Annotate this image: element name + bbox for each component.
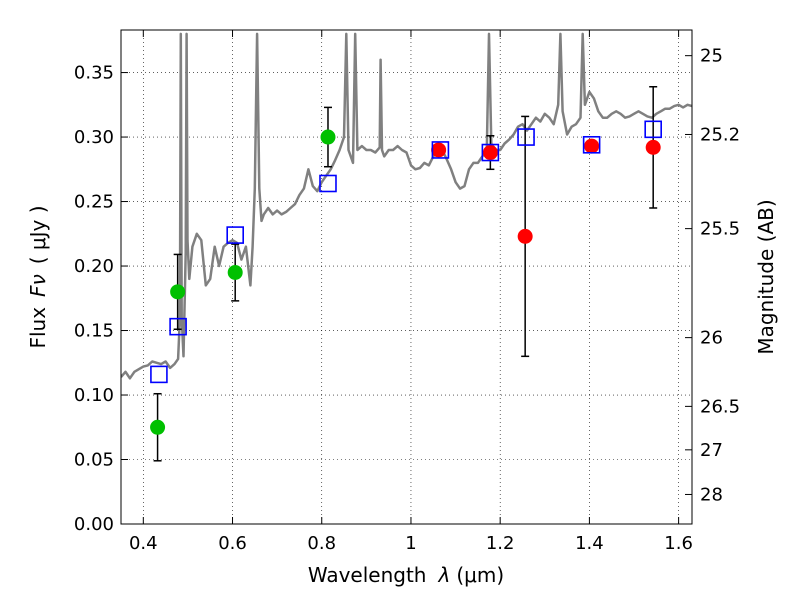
- data-point: [584, 138, 600, 154]
- y-tick-label: 0.20: [74, 256, 114, 277]
- x-tick-label: 0.4: [129, 533, 158, 554]
- y-tick-label: 0.05: [74, 450, 114, 471]
- spectrum-line: [121, 32, 692, 380]
- model-square: [150, 365, 168, 384]
- y-axis-label: FluxFν( μJy ): [26, 205, 50, 348]
- x-tick-label: 1.4: [575, 533, 604, 554]
- right-tick-label: 26.5: [700, 396, 740, 417]
- model-square: [481, 143, 500, 162]
- x-tick-label: 1.2: [486, 533, 515, 554]
- y-tick-label: 0.10: [74, 385, 114, 406]
- x-axis-label: Wavelength λ (μm): [308, 563, 504, 587]
- data-point: [320, 129, 336, 145]
- right-tick-label: 25.2: [700, 124, 740, 145]
- right-tick-label: 25.5: [700, 219, 740, 240]
- y-tick-label: 0.00: [74, 514, 114, 535]
- data-point: [482, 145, 498, 161]
- plot-frame: [120, 29, 693, 525]
- right-axis-label: Magnitude (AB): [754, 199, 778, 354]
- x-tick-label: 1: [405, 533, 416, 554]
- right-tick-label: 27: [700, 440, 723, 461]
- data-point: [170, 284, 186, 300]
- right-tick-label: 25: [700, 46, 723, 67]
- y-tick-label: 0.15: [74, 321, 114, 342]
- data-point: [517, 228, 533, 244]
- right-tick-label: 26: [700, 328, 723, 349]
- data-point: [431, 142, 447, 158]
- ticks: 0.4 0.6 0.8 1 1.2 1.4 1.6 0.00 0.05 0.10 0.15 0.20 0…: [74, 30, 740, 554]
- x-tick-label: 1.6: [664, 533, 693, 554]
- model-square: [226, 226, 244, 244]
- right-tick-label: 28: [700, 484, 723, 505]
- y-tick-label: 0.35: [74, 63, 114, 84]
- model-square: [582, 135, 601, 154]
- data-point: [227, 264, 243, 280]
- x-tick-label: 0.8: [307, 533, 336, 554]
- model-square: [517, 128, 535, 146]
- spectrum-layer: [121, 32, 692, 380]
- model-square: [431, 141, 450, 159]
- model-square: [319, 174, 337, 193]
- grid: [121, 30, 692, 525]
- model-square: [644, 120, 662, 139]
- x-tick-label: 0.6: [218, 533, 247, 554]
- model-square: [169, 317, 187, 336]
- marker-layer: [150, 86, 662, 462]
- data-point: [645, 139, 661, 155]
- data-point: [150, 419, 166, 435]
- y-tick-label: 0.25: [74, 192, 114, 213]
- y-tick-label: 0.30: [74, 127, 114, 148]
